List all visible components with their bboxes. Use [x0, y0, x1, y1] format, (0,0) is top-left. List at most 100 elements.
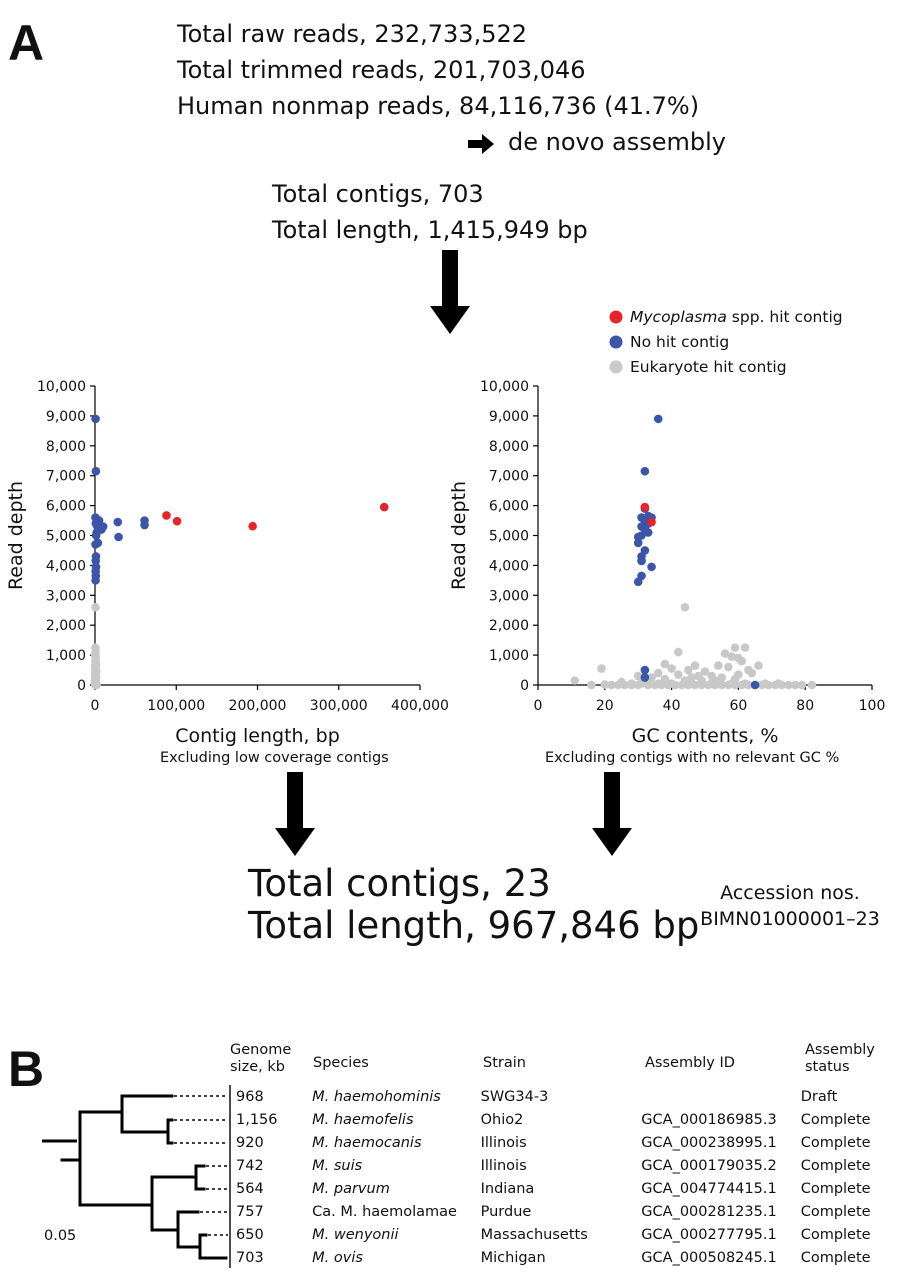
x-axis-label: GC contents, %: [632, 725, 779, 747]
cell-assembly-id: [641, 1085, 800, 1108]
cell-species: M. suis: [312, 1157, 363, 1174]
cell-strain: Illinois: [480, 1134, 527, 1151]
y-tick-label: 2,000: [489, 618, 529, 634]
data-point: [740, 679, 750, 688]
cell-assembly-id: GCA_000179035.2: [641, 1157, 777, 1174]
y-tick-label: 0: [77, 678, 86, 694]
cell-species: M. wenyonii: [312, 1226, 399, 1243]
panel-a-letter: A: [8, 15, 45, 71]
stat-trimmed-reads: Total trimmed reads, 201,703,046: [177, 56, 586, 84]
assembly-step-label: de novo assembly: [508, 128, 727, 156]
data-point: [248, 521, 257, 531]
cell-strain: Ohio2: [480, 1111, 524, 1128]
y-tick-label: 9,000: [46, 409, 86, 425]
data-point: [643, 528, 653, 537]
cell-assembly-status: Complete: [800, 1180, 871, 1197]
cell-assembly-status: Complete: [800, 1157, 871, 1174]
genome-row: 742 M. suis Illinois GCA_000179035.2 Complet…: [236, 1154, 900, 1177]
cell-strain: Illinois: [480, 1157, 527, 1174]
cell-species: Ca. M. haemolamae: [312, 1203, 457, 1220]
data-point: [162, 511, 171, 520]
cell-genome-size: 920: [236, 1134, 264, 1151]
cell-species: M. ovis: [312, 1249, 363, 1266]
y-axis-label: Read depth: [448, 481, 470, 590]
data-point: [673, 647, 683, 657]
data-point: [91, 602, 100, 612]
data-point: [633, 538, 643, 548]
data-point: [587, 680, 596, 690]
y-tick-label: 1,000: [46, 648, 86, 664]
y-tick-label: 7,000: [46, 469, 86, 485]
header-assembly-status: Assembly status: [805, 1042, 875, 1076]
data-point: [597, 664, 606, 673]
down-arrow-icon: [430, 250, 470, 334]
data-point: [697, 680, 706, 690]
data-point: [91, 540, 100, 549]
y-tick-label: 9,000: [489, 409, 529, 425]
data-point: [754, 661, 763, 670]
data-point: [673, 670, 683, 679]
scale-bar-label: 0.05: [44, 1228, 77, 1244]
data-point: [720, 649, 730, 658]
right-arrow-icon: [468, 134, 494, 154]
x-tick-label: 80: [796, 698, 814, 714]
genome-row: 968 M. haemohominis SWG34-3 Draft: [236, 1085, 900, 1108]
stat-nonmap-reads: Human nonmap reads, 84,116,736 (41.7%): [177, 92, 700, 120]
genome-row: 564 M. parvum Indiana GCA_004774415.1 Comple…: [236, 1177, 900, 1200]
data-point: [660, 659, 670, 669]
data-point: [637, 556, 646, 566]
data-point: [730, 643, 740, 652]
cell-genome-size: 650: [236, 1226, 264, 1243]
y-tick-label: 5,000: [46, 529, 86, 545]
cell-genome-size: 1,156: [236, 1111, 278, 1128]
data-point: [114, 532, 123, 542]
y-tick-label: 8,000: [46, 439, 86, 455]
accession-label: Accession nos.: [720, 882, 860, 904]
caption-left: Excluding low coverage contigs: [160, 750, 389, 766]
genome-table: 968 M. haemohominis SWG34-3 Draft 1,156 M. ha…: [236, 1085, 900, 1269]
data-point: [714, 661, 723, 670]
chart-0: 0 1,000 2,000 3,000 4,000 5,000 6,000 7,000 8,00…: [5, 379, 449, 747]
cell-assembly-status: Complete: [800, 1226, 871, 1243]
cell-strain: Indiana: [480, 1180, 535, 1197]
data-point: [653, 679, 663, 688]
data-point: [643, 680, 653, 690]
data-point: [653, 668, 663, 678]
y-tick-label: 6,000: [46, 499, 86, 515]
data-point: [807, 680, 817, 690]
data-point: [727, 652, 737, 661]
cell-assembly-status: Complete: [800, 1111, 871, 1128]
cell-assembly-status: Complete: [800, 1249, 871, 1266]
data-point: [647, 517, 656, 527]
x-axis-label: Contig length, bp: [175, 725, 340, 747]
header-species: Species: [313, 1055, 369, 1071]
data-point: [620, 680, 630, 690]
data-point: [784, 680, 793, 690]
down-arrow-right-icon: [592, 772, 632, 856]
accession-value: BIMN01000001–23: [700, 908, 880, 930]
cell-strain: SWG34-3: [480, 1088, 549, 1105]
data-point: [91, 466, 101, 476]
data-point: [91, 414, 100, 424]
data-point: [640, 665, 650, 675]
header-status-line2: status: [805, 1059, 850, 1075]
cell-genome-size: 564: [236, 1180, 264, 1197]
x-tick-label: 300,000: [310, 698, 368, 714]
cell-assembly-id: GCA_000186985.3: [641, 1111, 777, 1128]
data-point: [172, 516, 182, 526]
data-point: [113, 517, 123, 527]
header-genome-line1: Genome: [230, 1042, 292, 1058]
data-point: [91, 531, 101, 540]
cell-assembly-status: Draft: [800, 1088, 838, 1105]
stat-total-contigs: Total contigs, 703: [272, 180, 484, 208]
cell-species: M. haemocanis: [312, 1134, 422, 1151]
scatter-charts: 0 1,000 2,000 3,000 4,000 5,000 6,000 7,000 8,00…: [5, 379, 885, 747]
header-status-line1: Assembly: [805, 1042, 875, 1058]
genome-row: 650 M. wenyonii Massachusetts GCA_000277795…: [236, 1223, 900, 1246]
cell-assembly-id: GCA_000277795.1: [641, 1226, 777, 1243]
data-point: [633, 577, 643, 587]
genome-row: 757 Ca. M. haemolamae Purdue GCA_000281235.…: [236, 1200, 900, 1223]
data-point: [737, 656, 747, 666]
cell-assembly-id: GCA_000238995.1: [641, 1134, 777, 1151]
y-tick-label: 4,000: [489, 558, 529, 574]
